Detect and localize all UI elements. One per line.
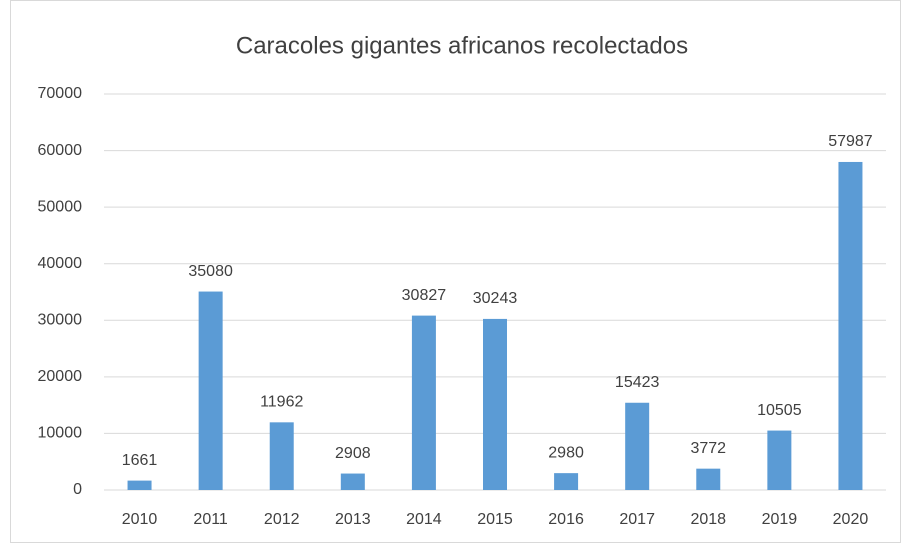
x-tick-label: 2010 [122, 511, 158, 528]
bar [838, 161, 863, 490]
bar [696, 468, 721, 490]
y-tick-label: 40000 [38, 255, 83, 272]
y-tick-label: 0 [73, 481, 82, 498]
bar [340, 473, 365, 490]
bar [767, 430, 792, 490]
data-label: 10505 [757, 402, 802, 419]
data-label: 35080 [188, 263, 233, 280]
x-tick-label: 2017 [619, 511, 655, 528]
bar [554, 473, 579, 490]
data-label: 57987 [828, 133, 873, 150]
y-tick-label: 20000 [38, 368, 83, 385]
chart-border [10, 0, 901, 543]
bar [127, 480, 152, 490]
data-label: 15423 [615, 374, 660, 391]
y-tick-label: 50000 [38, 198, 83, 215]
data-label: 1661 [122, 452, 158, 469]
x-tick-label: 2020 [833, 511, 869, 528]
bar [198, 291, 223, 490]
y-tick-label: 70000 [38, 85, 83, 102]
data-label: 2908 [335, 445, 371, 462]
data-label: 2980 [548, 444, 584, 461]
data-label: 3772 [690, 440, 726, 457]
data-label: 30243 [473, 290, 518, 307]
bar [483, 318, 507, 490]
data-label: 11962 [260, 394, 303, 411]
y-tick-label: 60000 [38, 142, 83, 159]
x-tick-label: 2014 [406, 511, 442, 528]
data-label: 30827 [402, 287, 447, 304]
x-tick-label: 2013 [335, 511, 371, 528]
bar [411, 315, 436, 490]
x-tick-label: 2018 [690, 511, 726, 528]
chart-title: Caracoles gigantes africanos recolectado… [236, 32, 688, 59]
y-tick-label: 10000 [38, 425, 83, 442]
bar [269, 422, 294, 490]
x-tick-label: 2012 [264, 511, 300, 528]
y-tick-label: 30000 [38, 312, 83, 329]
x-tick-label: 2016 [548, 511, 584, 528]
bar [625, 402, 650, 490]
x-tick-label: 2019 [762, 511, 798, 528]
x-tick-label: 2011 [193, 511, 228, 528]
x-tick-label: 2015 [477, 511, 513, 528]
